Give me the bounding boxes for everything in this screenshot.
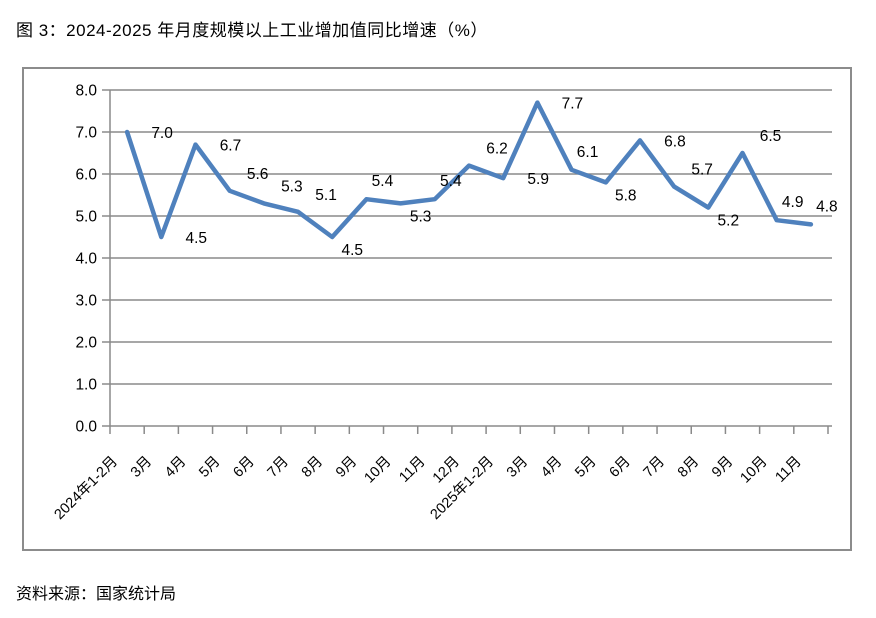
x-tick-label: 4月 — [538, 454, 565, 481]
x-tick-label: 10月 — [738, 454, 771, 487]
x-tick-label: 7月 — [641, 454, 668, 481]
y-tick-label: 7.0 — [75, 125, 97, 142]
x-tick-label: 6月 — [230, 454, 257, 481]
x-tick-label: 2025年1-2月 — [427, 453, 497, 523]
y-tick-label: 3.0 — [75, 293, 97, 310]
data-label: 5.9 — [527, 171, 549, 188]
x-tick-label: 5月 — [572, 454, 599, 481]
data-label: 5.4 — [372, 173, 394, 190]
chart-title: 图 3：2024-2025 年月度规模以上工业增加值同比增速（%） — [16, 21, 488, 40]
y-tick-label: 0.0 — [75, 419, 97, 436]
data-series-line — [124, 100, 814, 240]
data-label: 7.7 — [562, 96, 584, 113]
data-label: 4.8 — [816, 198, 838, 215]
x-tick-label: 11月 — [773, 454, 805, 486]
data-label: 5.7 — [691, 162, 713, 179]
data-label: 5.6 — [247, 166, 269, 183]
x-tick-label: 3月 — [128, 454, 155, 481]
data-label: 6.8 — [664, 133, 686, 150]
data-label: 5.4 — [440, 173, 462, 190]
x-tick-label: 9月 — [333, 454, 360, 481]
data-label: 5.3 — [281, 178, 303, 195]
x-tick-label: 9月 — [709, 454, 736, 481]
y-tick-label: 5.0 — [75, 209, 97, 226]
x-tick-label: 4月 — [162, 454, 189, 481]
x-tick-label: 2024年1-2月 — [51, 453, 121, 523]
line-chart: 0.0 1.0 2.0 3.0 4.0 5.0 6.0 7.0 8.0 7.0 4.5 6.7 5.6 5… — [51, 83, 838, 523]
y-tick-label: 8.0 — [75, 83, 97, 100]
data-label: 4.5 — [341, 242, 363, 259]
data-label: 6.7 — [220, 138, 242, 155]
data-label: 6.2 — [486, 141, 508, 158]
x-tick-label: 8月 — [299, 454, 326, 481]
x-tick-label: 7月 — [265, 454, 292, 481]
data-label: 5.2 — [718, 213, 740, 230]
data-label: 6.1 — [577, 144, 599, 161]
x-tick-label: 3月 — [504, 454, 531, 481]
x-tick-label: 10月 — [361, 454, 394, 487]
data-label: 4.5 — [186, 230, 208, 247]
data-label: 5.8 — [615, 187, 637, 204]
chart-frame — [22, 67, 852, 551]
x-tick-label: 6月 — [607, 454, 634, 481]
data-label: 7.0 — [151, 125, 173, 142]
x-tick-label: 8月 — [675, 454, 702, 481]
data-label: 5.1 — [315, 187, 337, 204]
x-tick-label: 5月 — [196, 454, 223, 481]
y-tick-label: 4.0 — [75, 251, 97, 268]
y-tick-label: 6.0 — [75, 167, 97, 184]
data-label: 4.9 — [782, 194, 804, 211]
y-tick-label: 2.0 — [75, 335, 97, 352]
y-tick-label: 1.0 — [75, 377, 97, 394]
data-label: 6.5 — [760, 128, 782, 145]
data-label: 5.3 — [410, 208, 432, 225]
source-note: 资料来源：国家统计局 — [16, 586, 177, 603]
x-tick-label: 11月 — [396, 454, 428, 486]
